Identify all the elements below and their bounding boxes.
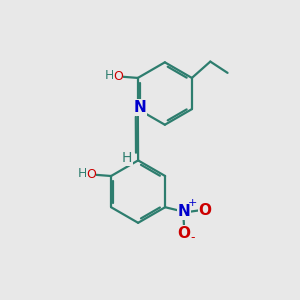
Text: O: O (113, 70, 123, 83)
Text: +: + (188, 198, 197, 208)
Text: H: H (104, 69, 114, 82)
Text: O: O (178, 226, 191, 241)
Text: -: - (190, 231, 195, 244)
Text: O: O (86, 168, 96, 181)
Text: H: H (122, 151, 132, 165)
Text: N: N (134, 100, 147, 115)
Text: H: H (78, 167, 87, 180)
Text: N: N (178, 204, 190, 219)
Text: O: O (199, 203, 212, 218)
